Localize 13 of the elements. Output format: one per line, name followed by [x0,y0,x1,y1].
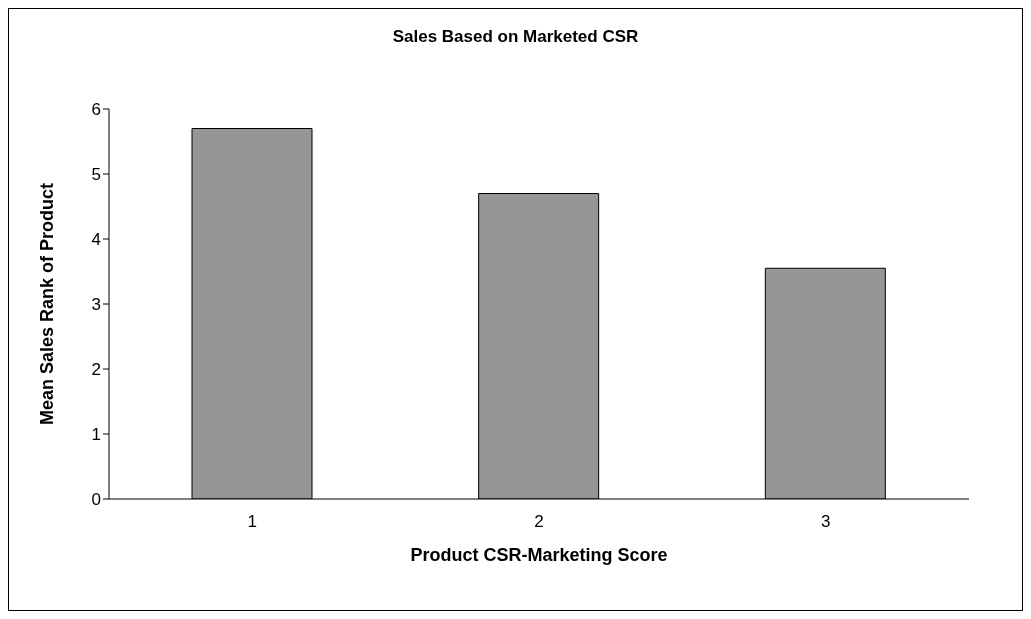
y-tick-label: 5 [91,165,101,185]
y-tick-label: 2 [91,360,101,380]
chart-title: Sales Based on Marketed CSR [391,27,640,47]
y-tick-label: 6 [91,100,101,120]
x-tick-label: 2 [534,512,544,532]
x-tick-label: 3 [820,512,831,532]
x-tick-label: 1 [247,512,258,532]
y-tick-label: 4 [91,230,101,250]
y-axis-title: Mean Sales Rank of Product [37,182,58,426]
x-axis-title: Product CSR-Marketing Score [410,545,668,565]
y-tick-label: 0 [91,490,101,510]
y-tick-label: 1 [91,425,101,445]
y-tick-label: 3 [91,295,101,315]
